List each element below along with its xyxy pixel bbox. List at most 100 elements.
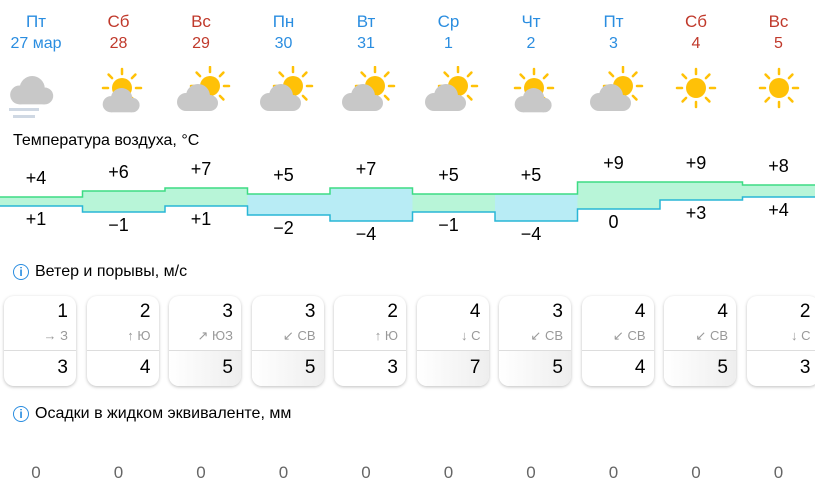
wind-direction: ↙ СВ bbox=[613, 328, 646, 344]
precip-value: 0 bbox=[691, 463, 701, 482]
wind-cell: 2 ↑ Ю 4 bbox=[86, 296, 159, 386]
day-date: 30 bbox=[274, 35, 293, 52]
day-date: 31 bbox=[357, 35, 375, 52]
day-of-week: Сб bbox=[107, 12, 130, 31]
wind-gust-value: 4 bbox=[139, 357, 151, 378]
temp-low: +1 bbox=[25, 209, 47, 229]
temp-title-text: Температура воздуха, °C bbox=[13, 132, 200, 149]
temp-band-segment bbox=[0, 197, 83, 206]
day-of-week: Сб bbox=[684, 12, 707, 31]
wind-gust-value: 3 bbox=[799, 357, 811, 378]
wind-speed: 2 bbox=[387, 301, 398, 322]
wind-speed: 4 bbox=[717, 301, 728, 322]
wind-speed: 4 bbox=[469, 301, 481, 322]
wind-speed: 3 bbox=[552, 301, 563, 322]
sun-cloud-icon bbox=[78, 66, 160, 116]
temp-high: +5 bbox=[520, 165, 542, 185]
temp-high: +5 bbox=[273, 165, 294, 185]
temp-low: −4 bbox=[520, 224, 542, 244]
cloud-sun-icon bbox=[325, 65, 407, 116]
wind-arrow-icon: → bbox=[43, 328, 57, 343]
wind-cell: 3 ↗ ЮЗ 5 bbox=[169, 296, 241, 386]
wind-gust: 3 bbox=[746, 350, 815, 386]
wind-gust: 5 bbox=[499, 350, 571, 386]
sun-icon bbox=[738, 66, 815, 116]
wind-gust-value: 3 bbox=[387, 357, 398, 378]
wind-gust: 5 bbox=[169, 350, 241, 386]
temp-band-segment bbox=[412, 194, 495, 212]
day-date: 3 bbox=[609, 35, 618, 52]
wind-direction: ↙ СВ bbox=[283, 328, 316, 344]
wind-speed: 4 bbox=[634, 301, 646, 322]
wind-direction: ↓ С bbox=[791, 328, 811, 343]
day-of-week: Чт bbox=[521, 12, 541, 31]
temp-low: −1 bbox=[108, 215, 129, 235]
wind-gust: 4 bbox=[86, 350, 159, 386]
temp-high: +5 bbox=[438, 165, 459, 185]
wind-arrow-icon: ↓ bbox=[790, 328, 798, 343]
wind-gust-value: 3 bbox=[57, 357, 68, 378]
wind-direction: ↑ Ю bbox=[127, 328, 150, 343]
temp-high: +9 bbox=[603, 153, 624, 173]
wind-cell: 2 ↑ Ю 3 bbox=[334, 296, 406, 386]
temp-low: +3 bbox=[685, 203, 707, 223]
day-of-week: Пн bbox=[272, 12, 295, 31]
day-date: 28 bbox=[109, 35, 128, 52]
wind-direction: → З bbox=[44, 328, 68, 343]
temp-band-segment bbox=[742, 185, 815, 197]
day-date: 1 bbox=[444, 35, 453, 52]
temp-low: −4 bbox=[355, 224, 377, 244]
temp-low: +1 bbox=[190, 209, 212, 229]
precip-value: 0 bbox=[196, 463, 206, 482]
wind-gust: 7 bbox=[416, 350, 489, 386]
wind-dir-label: Ю bbox=[137, 328, 151, 343]
wind-gust-value: 4 bbox=[634, 357, 646, 378]
temp-band-segment bbox=[495, 194, 578, 221]
wind-cell: 4 ↙ СВ 4 bbox=[581, 296, 654, 386]
info-icon[interactable]: i bbox=[13, 406, 29, 422]
info-icon[interactable]: i bbox=[13, 264, 29, 280]
precip-value: 0 bbox=[31, 463, 41, 482]
day-date: 27 мар bbox=[10, 35, 62, 52]
sun-cloud-icon bbox=[490, 66, 572, 116]
cloudy-fog-icon bbox=[0, 66, 77, 118]
temp-title: Температура воздуха, °C bbox=[13, 132, 199, 150]
wind-direction: ↙ СВ bbox=[530, 328, 563, 344]
precip-title: i Осадки в жидком эквиваленте, мм bbox=[13, 405, 291, 423]
precip-value: 0 bbox=[608, 463, 619, 482]
temp-band-segment bbox=[165, 188, 248, 206]
wind-dir-label: З bbox=[60, 328, 68, 343]
wind-arrow-icon: ↙ bbox=[530, 328, 542, 343]
wind-dir-label: СВ bbox=[709, 328, 728, 343]
wind-title-text: Ветер и порывы, м/с bbox=[35, 263, 188, 280]
wind-cell: 4 ↙ СВ 5 bbox=[664, 296, 736, 386]
wind-cell: 3 ↙ СВ 5 bbox=[251, 296, 324, 386]
day-date: 4 bbox=[691, 35, 701, 52]
temp-band-segment bbox=[330, 188, 413, 221]
wind-direction: ↙ СВ bbox=[695, 328, 728, 344]
wind-arrow-icon: ↗ bbox=[197, 328, 209, 343]
day-of-week: Вс bbox=[768, 12, 789, 31]
day-date: 5 bbox=[774, 35, 783, 52]
cloud-sun-icon bbox=[573, 65, 655, 116]
wind-arrow-icon: ↙ bbox=[695, 328, 707, 343]
precip-value: 0 bbox=[443, 463, 454, 482]
wind-speed: 1 bbox=[57, 301, 68, 322]
wind-gust-value: 5 bbox=[304, 357, 316, 378]
wind-speed: 3 bbox=[304, 301, 316, 322]
wind-speed: 3 bbox=[222, 301, 233, 322]
wind-gust-value: 5 bbox=[717, 357, 728, 378]
precip-value: 0 bbox=[526, 463, 536, 482]
precip-value: 0 bbox=[278, 463, 289, 482]
wind-gust-value: 5 bbox=[222, 357, 233, 378]
wind-dir-label: СВ bbox=[627, 328, 646, 343]
temp-high: +4 bbox=[25, 168, 47, 188]
wind-gust: 3 bbox=[334, 350, 406, 386]
temp-high: +8 bbox=[768, 156, 789, 176]
temp-high-line bbox=[0, 181, 815, 198]
wind-cell: 1 → З 3 bbox=[4, 296, 76, 386]
wind-direction: ↗ ЮЗ bbox=[197, 328, 233, 344]
wind-speed: 2 bbox=[139, 301, 151, 322]
wind-dir-label: СВ bbox=[297, 328, 316, 343]
temp-band-segment bbox=[247, 194, 330, 215]
